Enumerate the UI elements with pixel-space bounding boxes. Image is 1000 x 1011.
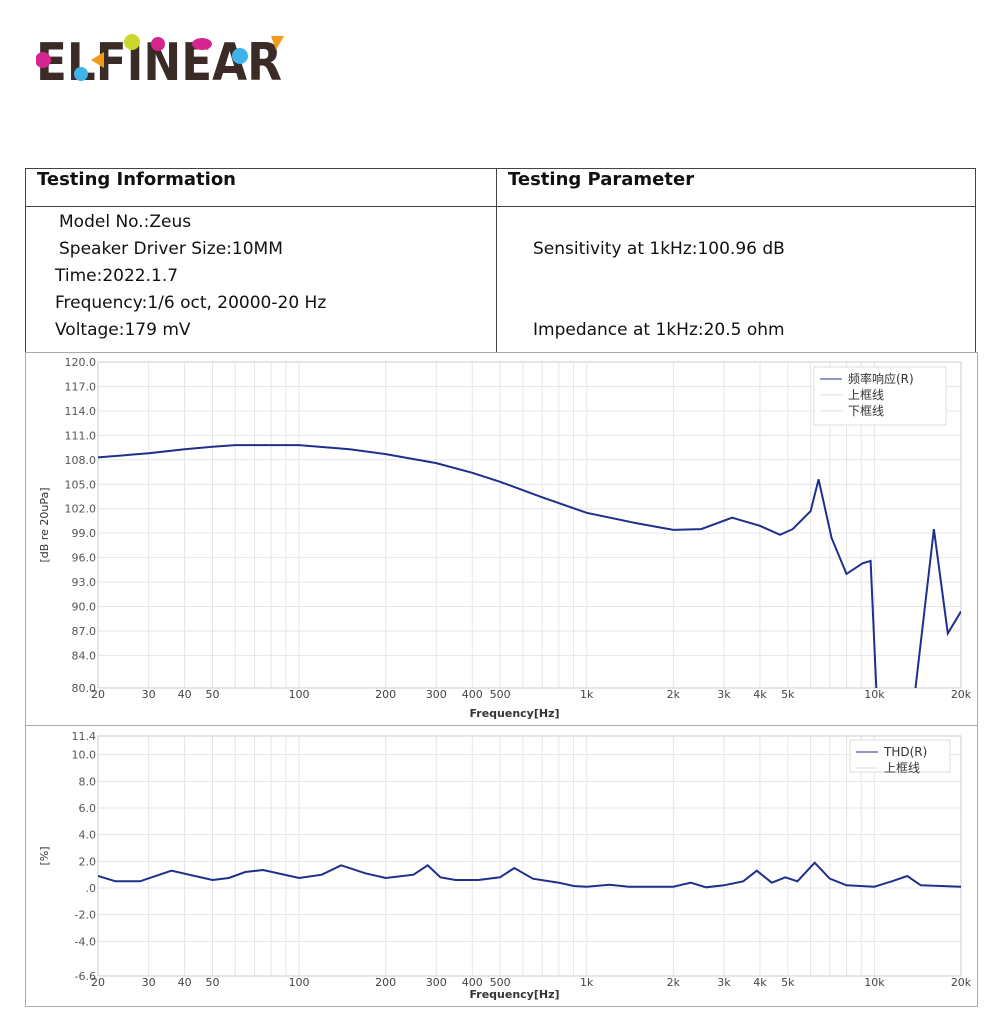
y-tick-label: 87.0 [72,625,97,638]
y-tick-label: 84.0 [72,649,97,662]
y-tick-label: 93.0 [72,576,97,589]
y-tick-label: 120.0 [65,356,97,369]
x-tick-label: 20k [951,688,972,701]
y-tick-label: 4.0 [79,829,97,842]
thd-chart: 11.4 10.0 8.0 6.0 4.0 2.0 .0 -2.0 -4.0 -6.6 20 30 40… [25,725,978,1007]
legend-entry: 上框线 [848,388,884,402]
y-tick-label: -6.6 [75,970,96,983]
y-tick-label: 102.0 [65,503,97,516]
y-tick-label: 90.0 [72,601,97,614]
x-tick-label: 500 [490,688,511,701]
x-tick-label: 10k [864,688,885,701]
x-tick-label: 5k [781,976,795,989]
x-tick-label: 400 [462,976,483,989]
x-tick-label: 100 [289,976,310,989]
x-tick-label: 50 [205,976,219,989]
y-tick-label: 10.0 [72,749,97,762]
legend-entry: 下框线 [848,404,884,418]
y-tick-label: 111.0 [65,429,97,442]
x-axis-label: Frequency[Hz] [469,988,559,1001]
sensitivity: Sensitivity at 1kHz:100.96 dB [533,239,785,259]
x-tick-label: 200 [375,976,396,989]
x-tick-label: 30 [142,976,156,989]
y-tick-label: 11.4 [72,730,97,743]
x-tick-label: 1k [580,688,594,701]
x-tick-label: 30 [142,688,156,701]
impedance: Impedance at 1kHz:20.5 ohm [533,320,785,340]
y-tick-label: -4.0 [75,935,96,948]
x-tick-label: 20k [951,976,972,989]
x-tick-label: 3k [717,688,731,701]
x-tick-label: 500 [490,976,511,989]
y-tick-label: 6.0 [79,802,97,815]
x-tick-label: 4k [753,976,767,989]
x-tick-label: 40 [178,688,192,701]
elfinear-logo: ELFINEAR [35,30,286,93]
x-tick-label: 200 [375,688,396,701]
test-frequency: Frequency:1/6 oct, 20000-20 Hz [55,293,327,313]
x-tick-label: 300 [426,976,447,989]
y-tick-label: 96.0 [72,552,97,565]
x-tick-label: 20 [91,688,105,701]
x-tick-label: 300 [426,688,447,701]
test-time: Time:2022.1.7 [55,266,179,286]
legend-entry: THD(R) [883,745,927,759]
x-tick-label: 1k [580,976,594,989]
y-tick-label: 2.0 [79,855,97,868]
series-line-0 [98,444,961,688]
y-tick-label: 114.0 [65,405,97,418]
y-tick-label: 99.0 [72,527,97,540]
plot-area [97,361,962,689]
x-tick-label: 50 [205,688,219,701]
driver-size: Speaker Driver Size:10MM [59,239,283,259]
y-axis-label: [dB re 20uPa] [38,487,51,562]
x-tick-label: 5k [781,688,795,701]
testing-table: Testing Information Testing Parameter Mo… [25,168,976,354]
y-tick-label: -2.0 [75,909,96,922]
header-testing-information: Testing Information [25,168,497,207]
x-tick-label: 100 [289,688,310,701]
model-no: Model No.:Zeus [59,212,192,232]
y-tick-label: 80.0 [72,682,97,695]
x-tick-label: 10k [864,976,885,989]
x-axis-label: Frequency[Hz] [469,707,559,720]
legend-entry: 频率响应(R) [848,371,914,386]
y-tick-label: 8.0 [79,775,97,788]
x-tick-label: 20 [91,976,105,989]
y-axis-label: [%] [38,846,51,865]
x-tick-label: 3k [717,976,731,989]
legend-box [813,366,947,426]
x-tick-label: 400 [462,688,483,701]
plot-area [97,735,962,977]
y-tick-label: 108.0 [65,454,97,467]
x-tick-label: 2k [667,688,681,701]
x-tick-label: 2k [667,976,681,989]
y-tick-label: 105.0 [65,478,97,491]
legend-box [849,739,951,773]
legend-entry: 上框线 [884,761,920,775]
x-tick-label: 40 [178,976,192,989]
x-tick-label: 4k [753,688,767,701]
series-line-1 [98,861,961,889]
y-tick-label: .0 [86,882,97,895]
header-testing-parameter: Testing Parameter [496,168,976,207]
test-voltage: Voltage:179 mV [55,320,191,340]
frequency-response-chart: 120.0 117.0 114.0 111.0 108.0 105.0 102.0 99.0 9… [25,352,978,726]
y-tick-label: 117.0 [65,380,97,393]
